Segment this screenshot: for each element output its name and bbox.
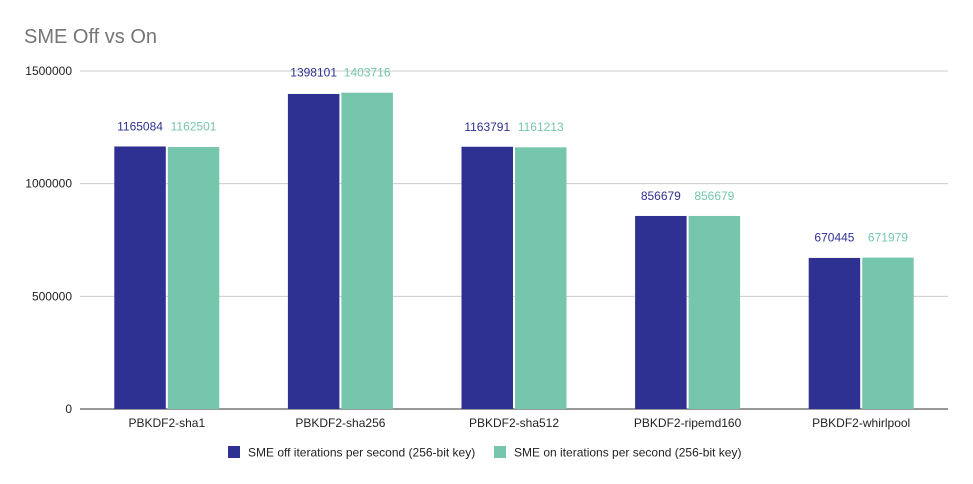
- data-labels: 1165084 1162501 1398101 1403716 1163791 11612…: [117, 66, 908, 245]
- legend-swatch: [494, 446, 506, 458]
- x-category-label: PBKDF2-whirlpool: [812, 416, 910, 430]
- x-axis-categories: PBKDF2-sha1 PBKDF2-sha256 PBKDF2-sha512 PBK…: [128, 416, 910, 430]
- bar-pbkdf2-sha256-series-2: [341, 92, 393, 410]
- bar-pbkdf2-ripemd160-series-2: [688, 215, 741, 409]
- data-label: 1165084: [117, 119, 163, 133]
- bar-pbkdf2-sha512-series-1: [461, 146, 513, 409]
- data-label: 856679: [694, 189, 734, 203]
- bar-pbkdf2-sha256-series-1: [287, 93, 340, 409]
- y-tick-label: 1000000: [25, 177, 72, 191]
- bars: [114, 92, 914, 410]
- data-label: 1162501: [171, 119, 217, 133]
- gridlines: [80, 70, 948, 410]
- data-label: 856679: [641, 189, 681, 203]
- y-axis-ticks: 0 500000 1000000 1500000: [25, 64, 72, 416]
- bar-pbkdf2-sha512-series-2: [515, 147, 567, 409]
- x-category-label: PBKDF2-ripemd160: [634, 416, 742, 430]
- x-category-label: PBKDF2-sha512: [469, 416, 559, 430]
- y-tick-label: 500000: [32, 289, 72, 303]
- data-label: 1403716: [344, 66, 391, 80]
- bar-pbkdf2-ripemd160-series-1: [635, 215, 687, 409]
- legend: SME off iterations per second (256-bit k…: [228, 446, 741, 460]
- data-label: 1163791: [464, 120, 510, 134]
- chart-title: SME Off vs On: [24, 26, 157, 48]
- bar-pbkdf2-sha1-series-2: [167, 147, 220, 409]
- legend-swatch: [228, 446, 240, 458]
- legend-label: SME on iterations per second (256-bit ke…: [514, 446, 741, 460]
- data-label: 671979: [868, 231, 908, 245]
- y-tick-label: 0: [65, 402, 72, 416]
- data-label: 1161213: [518, 120, 564, 134]
- y-tick-label: 1500000: [25, 64, 72, 78]
- data-label: 1398101: [290, 66, 337, 80]
- bar-pbkdf2-sha1-series-1: [114, 146, 166, 409]
- bar-pbkdf2-whirlpool-series-2: [862, 257, 914, 409]
- data-label: 670445: [814, 231, 854, 245]
- legend-label: SME off iterations per second (256-bit k…: [248, 446, 475, 460]
- bar-pbkdf2-whirlpool-series-1: [808, 257, 861, 409]
- x-category-label: PBKDF2-sha256: [295, 416, 385, 430]
- x-category-label: PBKDF2-sha1: [128, 416, 205, 430]
